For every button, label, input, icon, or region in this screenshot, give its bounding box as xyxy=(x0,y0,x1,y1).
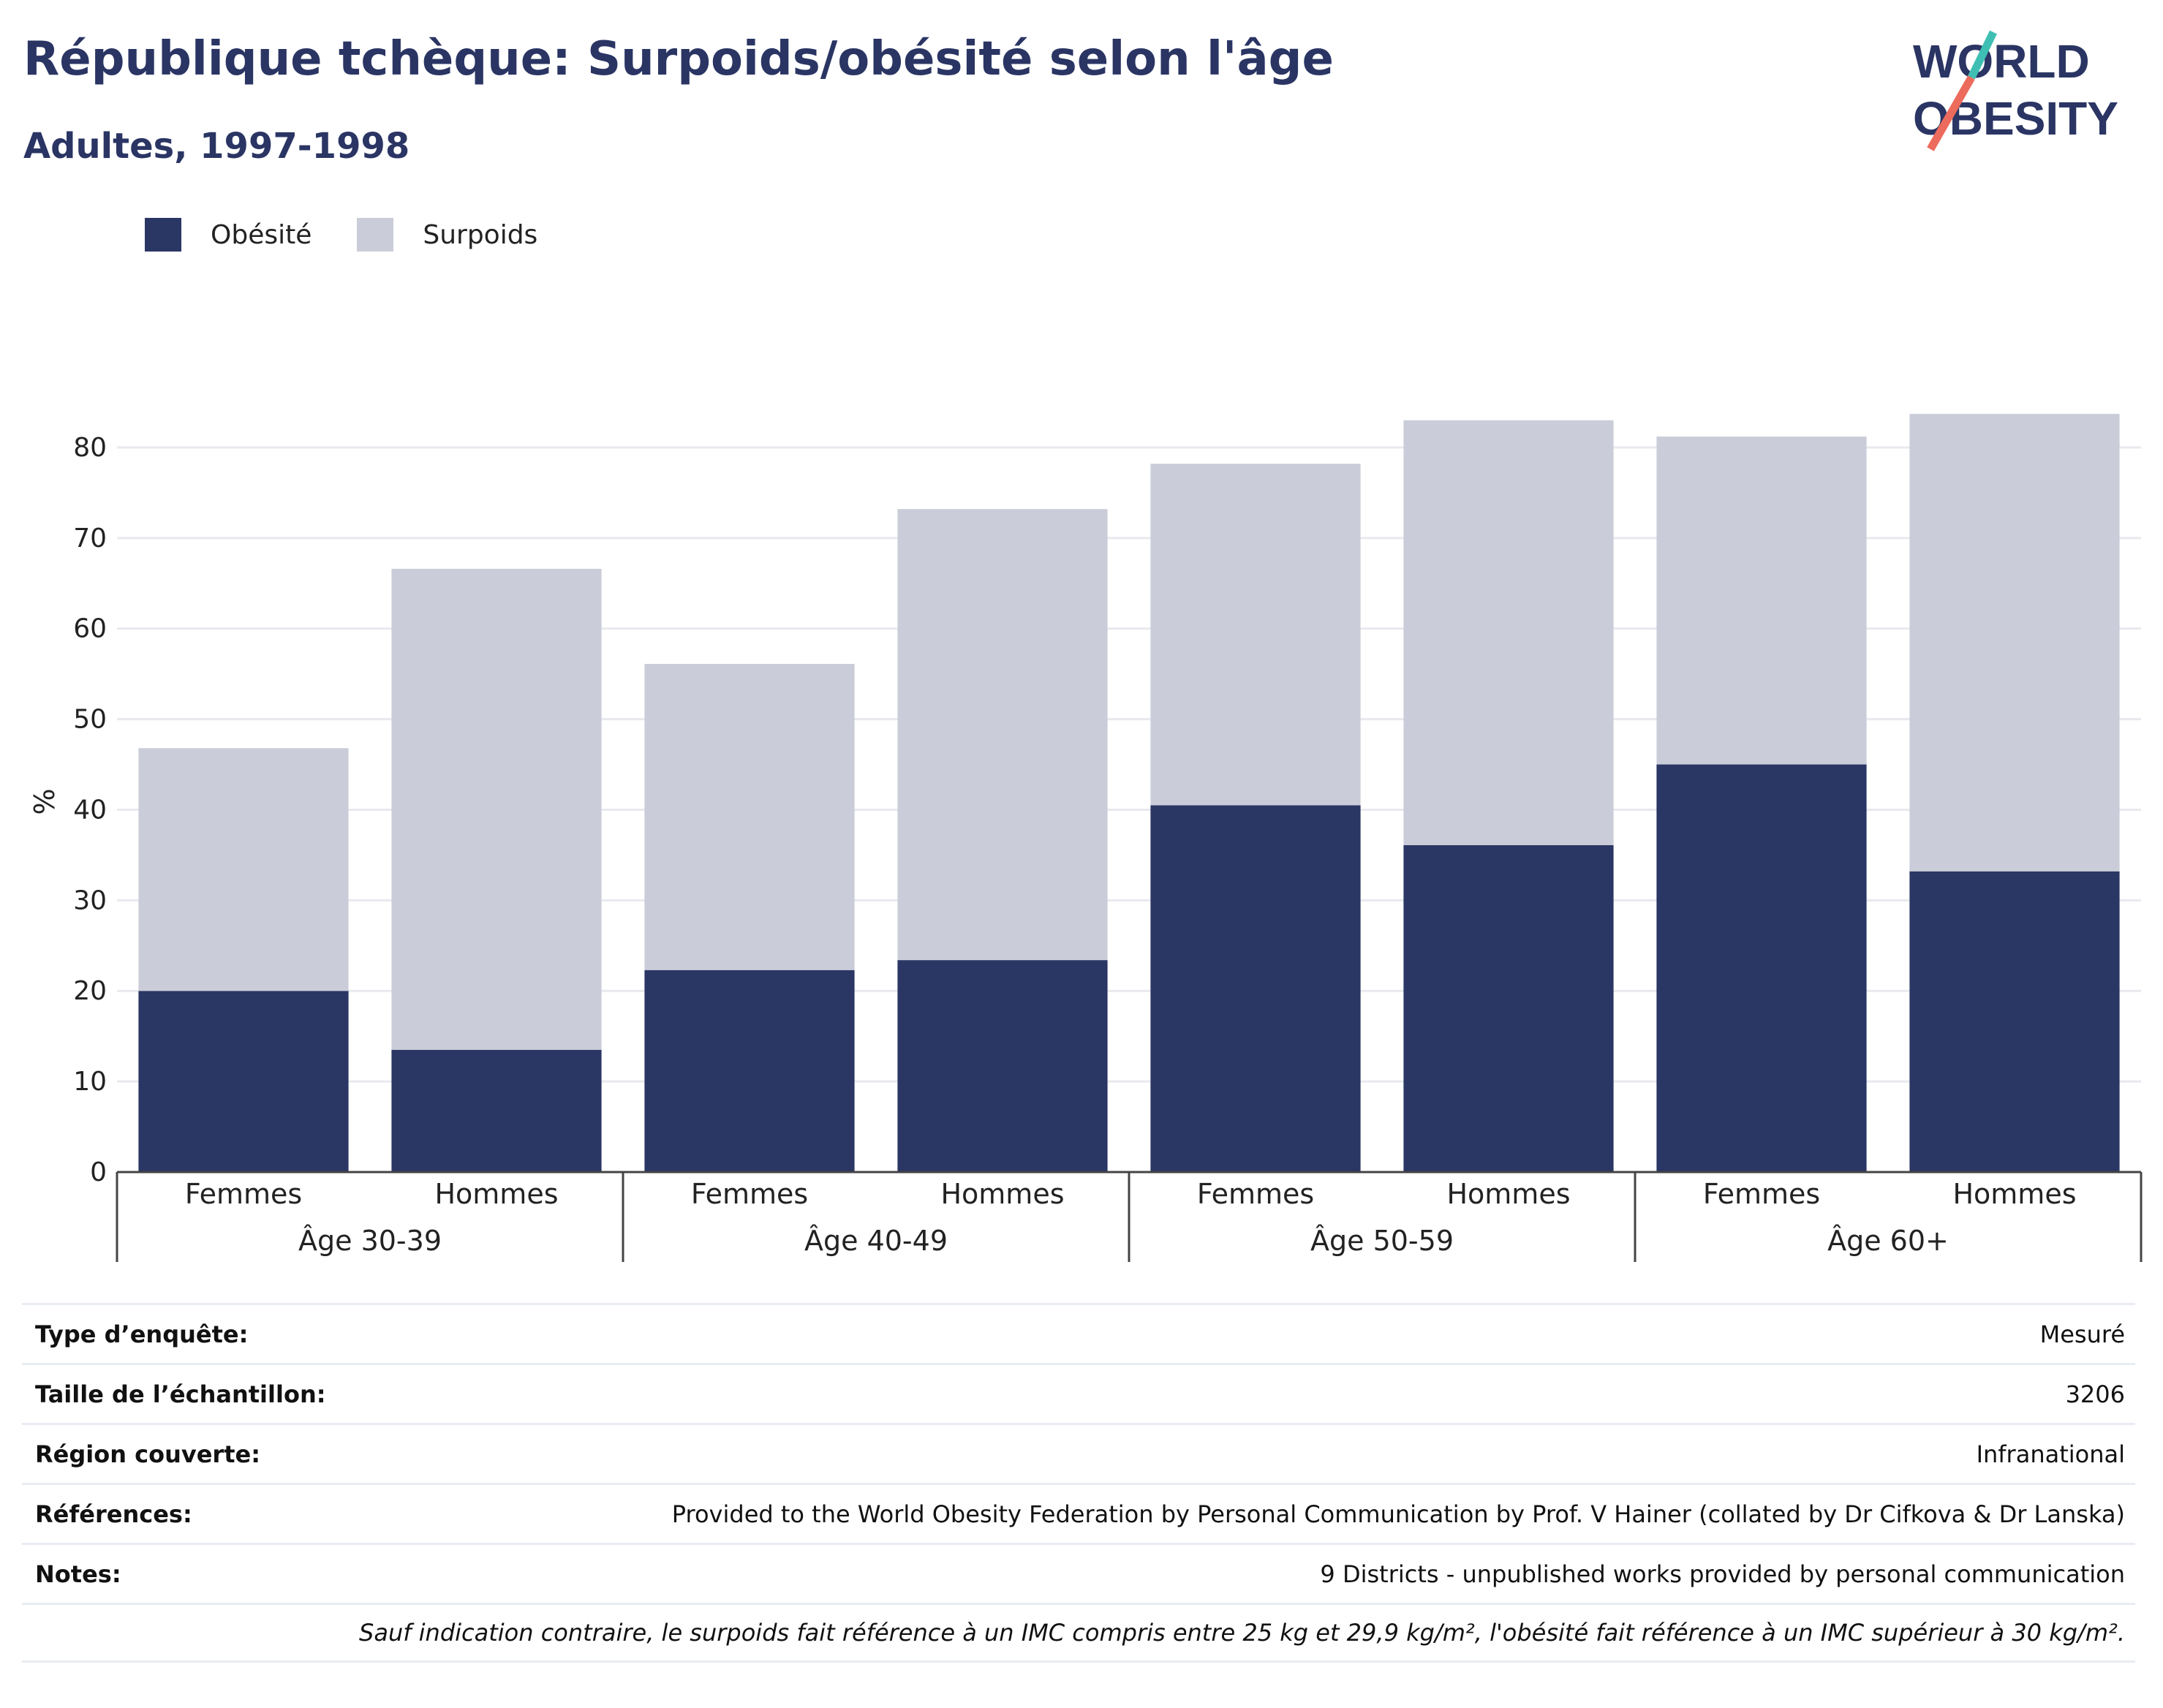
info-value: Infranational xyxy=(1976,1440,2125,1468)
legend-item-obesity[interactable]: Obésité xyxy=(145,218,312,252)
bar-overweight xyxy=(138,748,349,991)
info-value: 3206 xyxy=(2065,1380,2125,1408)
info-row-footnote: Sauf indication contraire, le surpoids f… xyxy=(22,1603,2135,1663)
info-row-notes: Notes: 9 Districts - unpublished works p… xyxy=(22,1543,2135,1603)
bar-overweight xyxy=(897,509,1108,961)
info-value: 9 Districts - unpublished works provided… xyxy=(1320,1560,2125,1588)
group-label: Âge 40-49 xyxy=(804,1225,948,1257)
chart-subtitle: Adultes, 1997-1998 xyxy=(23,126,410,167)
info-label: Type d’enquête: xyxy=(35,1320,249,1348)
bar-overweight xyxy=(1909,414,2120,872)
logo-line-1: WORLD xyxy=(1913,35,2090,88)
info-label: Références: xyxy=(35,1500,192,1528)
info-label: Région couverte: xyxy=(35,1440,260,1468)
bar-overweight xyxy=(1150,464,1361,806)
info-row-region: Région couverte: Infranational xyxy=(22,1423,2135,1483)
info-value: Mesuré xyxy=(2039,1320,2125,1348)
group-label: Âge 30-39 xyxy=(298,1225,442,1257)
legend-swatch-overweight xyxy=(357,218,394,252)
logo-slash-coral xyxy=(1927,75,1975,151)
y-tick-label: 10 xyxy=(73,1067,107,1097)
group-label: Âge 60+ xyxy=(1827,1225,1949,1257)
info-value: Provided to the World Obesity Federation… xyxy=(671,1500,2125,1528)
x-tick-label: Femmes xyxy=(691,1178,808,1210)
info-row-survey-type: Type d’enquête: Mesuré xyxy=(22,1303,2135,1363)
bar-obesity xyxy=(1150,805,1361,1172)
y-tick-label: 70 xyxy=(73,524,107,553)
x-tick-label: Femmes xyxy=(1703,1178,1820,1210)
y-tick-label: 20 xyxy=(73,976,107,1006)
y-tick-label: 40 xyxy=(73,795,107,825)
legend-label-obesity: Obésité xyxy=(211,219,312,250)
bar-obesity xyxy=(138,991,349,1172)
x-tick-label: Hommes xyxy=(940,1178,1064,1210)
legend: Obésité Surpoids xyxy=(145,218,583,252)
y-tick-label: 50 xyxy=(73,705,107,735)
bar-overweight xyxy=(644,664,855,970)
info-label: Taille de l’échantillon: xyxy=(35,1380,326,1408)
chart-title: République tchèque: Surpoids/obésité sel… xyxy=(23,32,1334,86)
bar-obesity xyxy=(897,960,1108,1172)
y-tick-label: 30 xyxy=(73,885,107,915)
legend-label-overweight: Surpoids xyxy=(423,219,538,250)
logo-slash-teal xyxy=(1968,30,1997,80)
bar-obesity xyxy=(1403,844,1614,1172)
bar-obesity xyxy=(391,1049,602,1172)
y-tick-label: 60 xyxy=(73,614,107,644)
x-tick-label: Hommes xyxy=(434,1178,558,1210)
y-tick-label: 80 xyxy=(73,433,107,463)
bar-obesity xyxy=(644,970,855,1172)
legend-swatch-obesity xyxy=(145,218,181,252)
survey-info-table: Type d’enquête: Mesuré Taille de l’échan… xyxy=(22,1303,2135,1663)
bar-overweight xyxy=(1656,437,1867,765)
x-tick-label: Hommes xyxy=(1446,1178,1570,1210)
bar-obesity xyxy=(1909,871,2120,1172)
info-row-references: Références: Provided to the World Obesit… xyxy=(22,1483,2135,1543)
info-row-sample-size: Taille de l’échantillon: 3206 xyxy=(22,1363,2135,1423)
bar-overweight xyxy=(391,568,602,1050)
world-obesity-logo: WORLD OBESITY xyxy=(1913,30,2118,151)
bar-obesity xyxy=(1656,764,1867,1172)
y-axis-label: % xyxy=(29,788,61,815)
legend-item-overweight[interactable]: Surpoids xyxy=(357,218,537,252)
y-tick-label: 0 xyxy=(90,1157,107,1187)
info-label: Notes: xyxy=(35,1560,121,1588)
group-label: Âge 50-59 xyxy=(1310,1225,1454,1257)
bar-overweight xyxy=(1403,420,1614,845)
stacked-bar-chart: 0 10 20 30 40 50 60 70 80% Femmes Hommes Femmes Homm… xyxy=(29,414,2143,1262)
x-tick-label: Femmes xyxy=(185,1178,302,1210)
x-tick-label: Femmes xyxy=(1197,1178,1314,1210)
footnote: Sauf indication contraire, le surpoids f… xyxy=(359,1619,2125,1647)
x-tick-label: Hommes xyxy=(1952,1178,2076,1210)
